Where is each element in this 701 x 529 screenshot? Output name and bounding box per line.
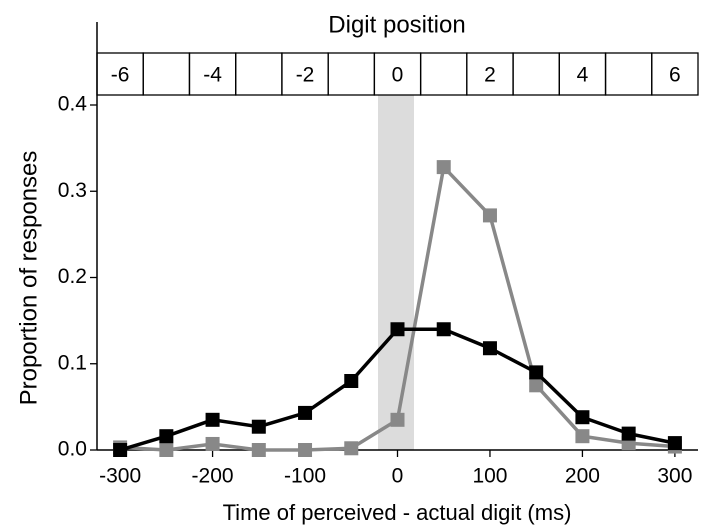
highlight-band [378, 95, 414, 450]
marker [298, 405, 313, 420]
digit-cell [142, 52, 191, 96]
digit-label: 4 [577, 64, 589, 87]
marker [390, 412, 405, 427]
digit-label: 2 [484, 64, 496, 87]
marker [298, 443, 313, 457]
y-tick-label: 0.2 [58, 265, 87, 288]
marker [436, 322, 451, 337]
x-tick-label: 200 [565, 465, 600, 488]
marker [113, 443, 128, 457]
marker [621, 426, 636, 441]
x-tick-label: 0 [392, 465, 404, 488]
marker [482, 341, 497, 356]
x-tick-label: -300 [99, 465, 141, 488]
x-axis-title: Time of perceived - actual digit (ms) [223, 500, 572, 525]
digit-label: -2 [296, 64, 315, 87]
marker [205, 436, 220, 451]
x-tick-label: -100 [284, 465, 326, 488]
marker [251, 419, 266, 434]
y-tick-label: 0.0 [58, 438, 87, 461]
y-tick-label: 0.3 [58, 179, 87, 202]
marker [390, 322, 405, 337]
digit-cell [327, 52, 376, 96]
digit-label: 0 [392, 64, 404, 87]
marker [482, 208, 497, 223]
marker [344, 374, 359, 388]
y-axis-title: Proportion of responses [15, 151, 42, 406]
marker [529, 365, 544, 380]
digit-cell [604, 52, 653, 96]
y-tick-label: 0.4 [58, 93, 88, 116]
marker [159, 443, 174, 457]
marker [667, 436, 682, 451]
digit-label: -6 [111, 64, 130, 87]
marker [436, 160, 451, 175]
marker [575, 429, 590, 444]
marker [529, 378, 544, 393]
y-tick-label: 0.1 [58, 351, 87, 374]
marker [205, 412, 220, 427]
marker [159, 429, 174, 444]
marker [575, 410, 590, 425]
top-axis-title: Digit position [328, 11, 465, 38]
x-tick-label: 300 [657, 465, 692, 488]
x-tick-label: -200 [192, 465, 234, 488]
marker [251, 443, 266, 457]
digit-cell [235, 52, 283, 96]
digit-cell [512, 52, 560, 96]
x-tick-label: 100 [472, 465, 507, 488]
digit-cell [419, 52, 468, 96]
digit-label: -4 [203, 64, 222, 87]
digit-label: 6 [669, 64, 681, 87]
digit-cell [651, 52, 699, 96]
marker [344, 441, 359, 456]
